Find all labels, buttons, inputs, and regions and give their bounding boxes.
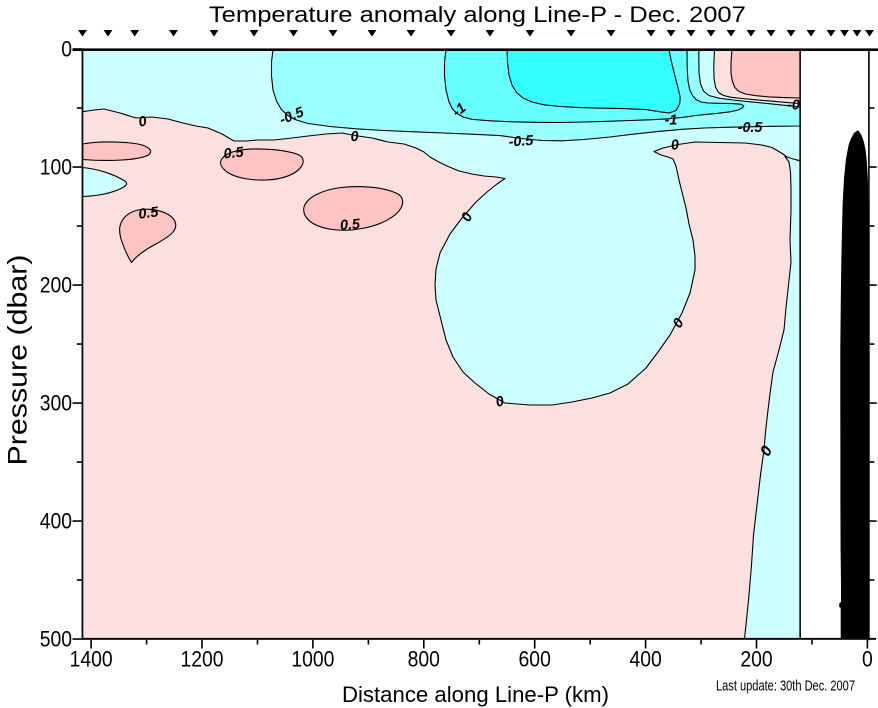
svg-text:0: 0: [494, 393, 506, 411]
svg-text:0.5: 0.5: [137, 204, 160, 223]
svg-text:Pressure (dbar): Pressure (dbar): [3, 255, 33, 466]
svg-text:-1: -1: [665, 113, 678, 129]
svg-text:200: 200: [40, 272, 72, 297]
svg-text:200: 200: [740, 647, 772, 672]
svg-text:0: 0: [61, 36, 72, 61]
svg-text:-0.5: -0.5: [508, 133, 535, 151]
svg-text:Temperature anomaly along Line: Temperature anomaly along Line-P - Dec. …: [209, 2, 746, 27]
svg-text:0.5: 0.5: [340, 216, 362, 233]
svg-text:800: 800: [408, 647, 440, 672]
svg-text:-0.5: -0.5: [738, 120, 764, 136]
svg-text:0: 0: [862, 647, 873, 672]
svg-text:100: 100: [40, 154, 72, 179]
svg-text:500: 500: [40, 626, 72, 651]
svg-text:1400: 1400: [70, 647, 113, 672]
svg-text:1200: 1200: [181, 647, 224, 672]
svg-text:Distance along Line-P (km): Distance along Line-P (km): [342, 682, 609, 707]
svg-text:0: 0: [350, 129, 359, 146]
svg-text:300: 300: [40, 390, 72, 415]
svg-text:600: 600: [519, 647, 551, 672]
svg-text:0.5: 0.5: [223, 144, 245, 162]
svg-text:400: 400: [40, 508, 72, 533]
svg-text:1000: 1000: [291, 647, 334, 672]
svg-text:Last update: 30th Dec. 2007: Last update: 30th Dec. 2007: [716, 679, 855, 695]
svg-text:400: 400: [629, 647, 661, 672]
svg-text:0: 0: [670, 137, 680, 154]
svg-text:-0: -0: [787, 98, 800, 114]
svg-text:0: 0: [137, 113, 148, 130]
